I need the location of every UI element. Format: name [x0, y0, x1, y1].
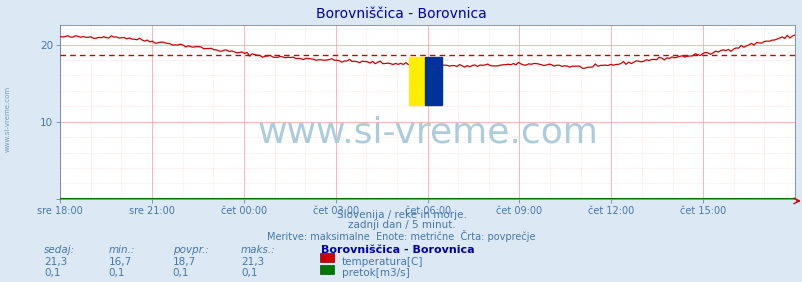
Text: 0,1: 0,1: [172, 268, 189, 278]
Text: 18,7: 18,7: [172, 257, 196, 266]
Text: temperatura[C]: temperatura[C]: [342, 257, 423, 266]
Text: Meritve: maksimalne  Enote: metrične  Črta: povprečje: Meritve: maksimalne Enote: metrične Črta…: [267, 230, 535, 242]
Text: www.si-vreme.com: www.si-vreme.com: [257, 116, 597, 150]
Text: www.si-vreme.com: www.si-vreme.com: [5, 85, 11, 151]
Text: zadnji dan / 5 minut.: zadnji dan / 5 minut.: [347, 220, 455, 230]
Text: Borovniščica - Borovnica: Borovniščica - Borovnica: [316, 7, 486, 21]
Polygon shape: [425, 57, 441, 105]
Text: 16,7: 16,7: [108, 257, 132, 266]
Text: 0,1: 0,1: [241, 268, 257, 278]
Text: pretok[m3/s]: pretok[m3/s]: [342, 268, 409, 278]
Text: maks.:: maks.:: [241, 245, 275, 255]
Text: min.:: min.:: [108, 245, 135, 255]
Text: 0,1: 0,1: [108, 268, 125, 278]
Text: Borovniščica - Borovnica: Borovniščica - Borovnica: [321, 245, 474, 255]
Text: 0,1: 0,1: [44, 268, 61, 278]
Polygon shape: [409, 57, 425, 105]
Text: povpr.:: povpr.:: [172, 245, 209, 255]
Text: sedaj:: sedaj:: [44, 245, 75, 255]
Text: Slovenija / reke in morje.: Slovenija / reke in morje.: [336, 210, 466, 220]
Text: 21,3: 21,3: [44, 257, 67, 266]
Text: 21,3: 21,3: [241, 257, 264, 266]
